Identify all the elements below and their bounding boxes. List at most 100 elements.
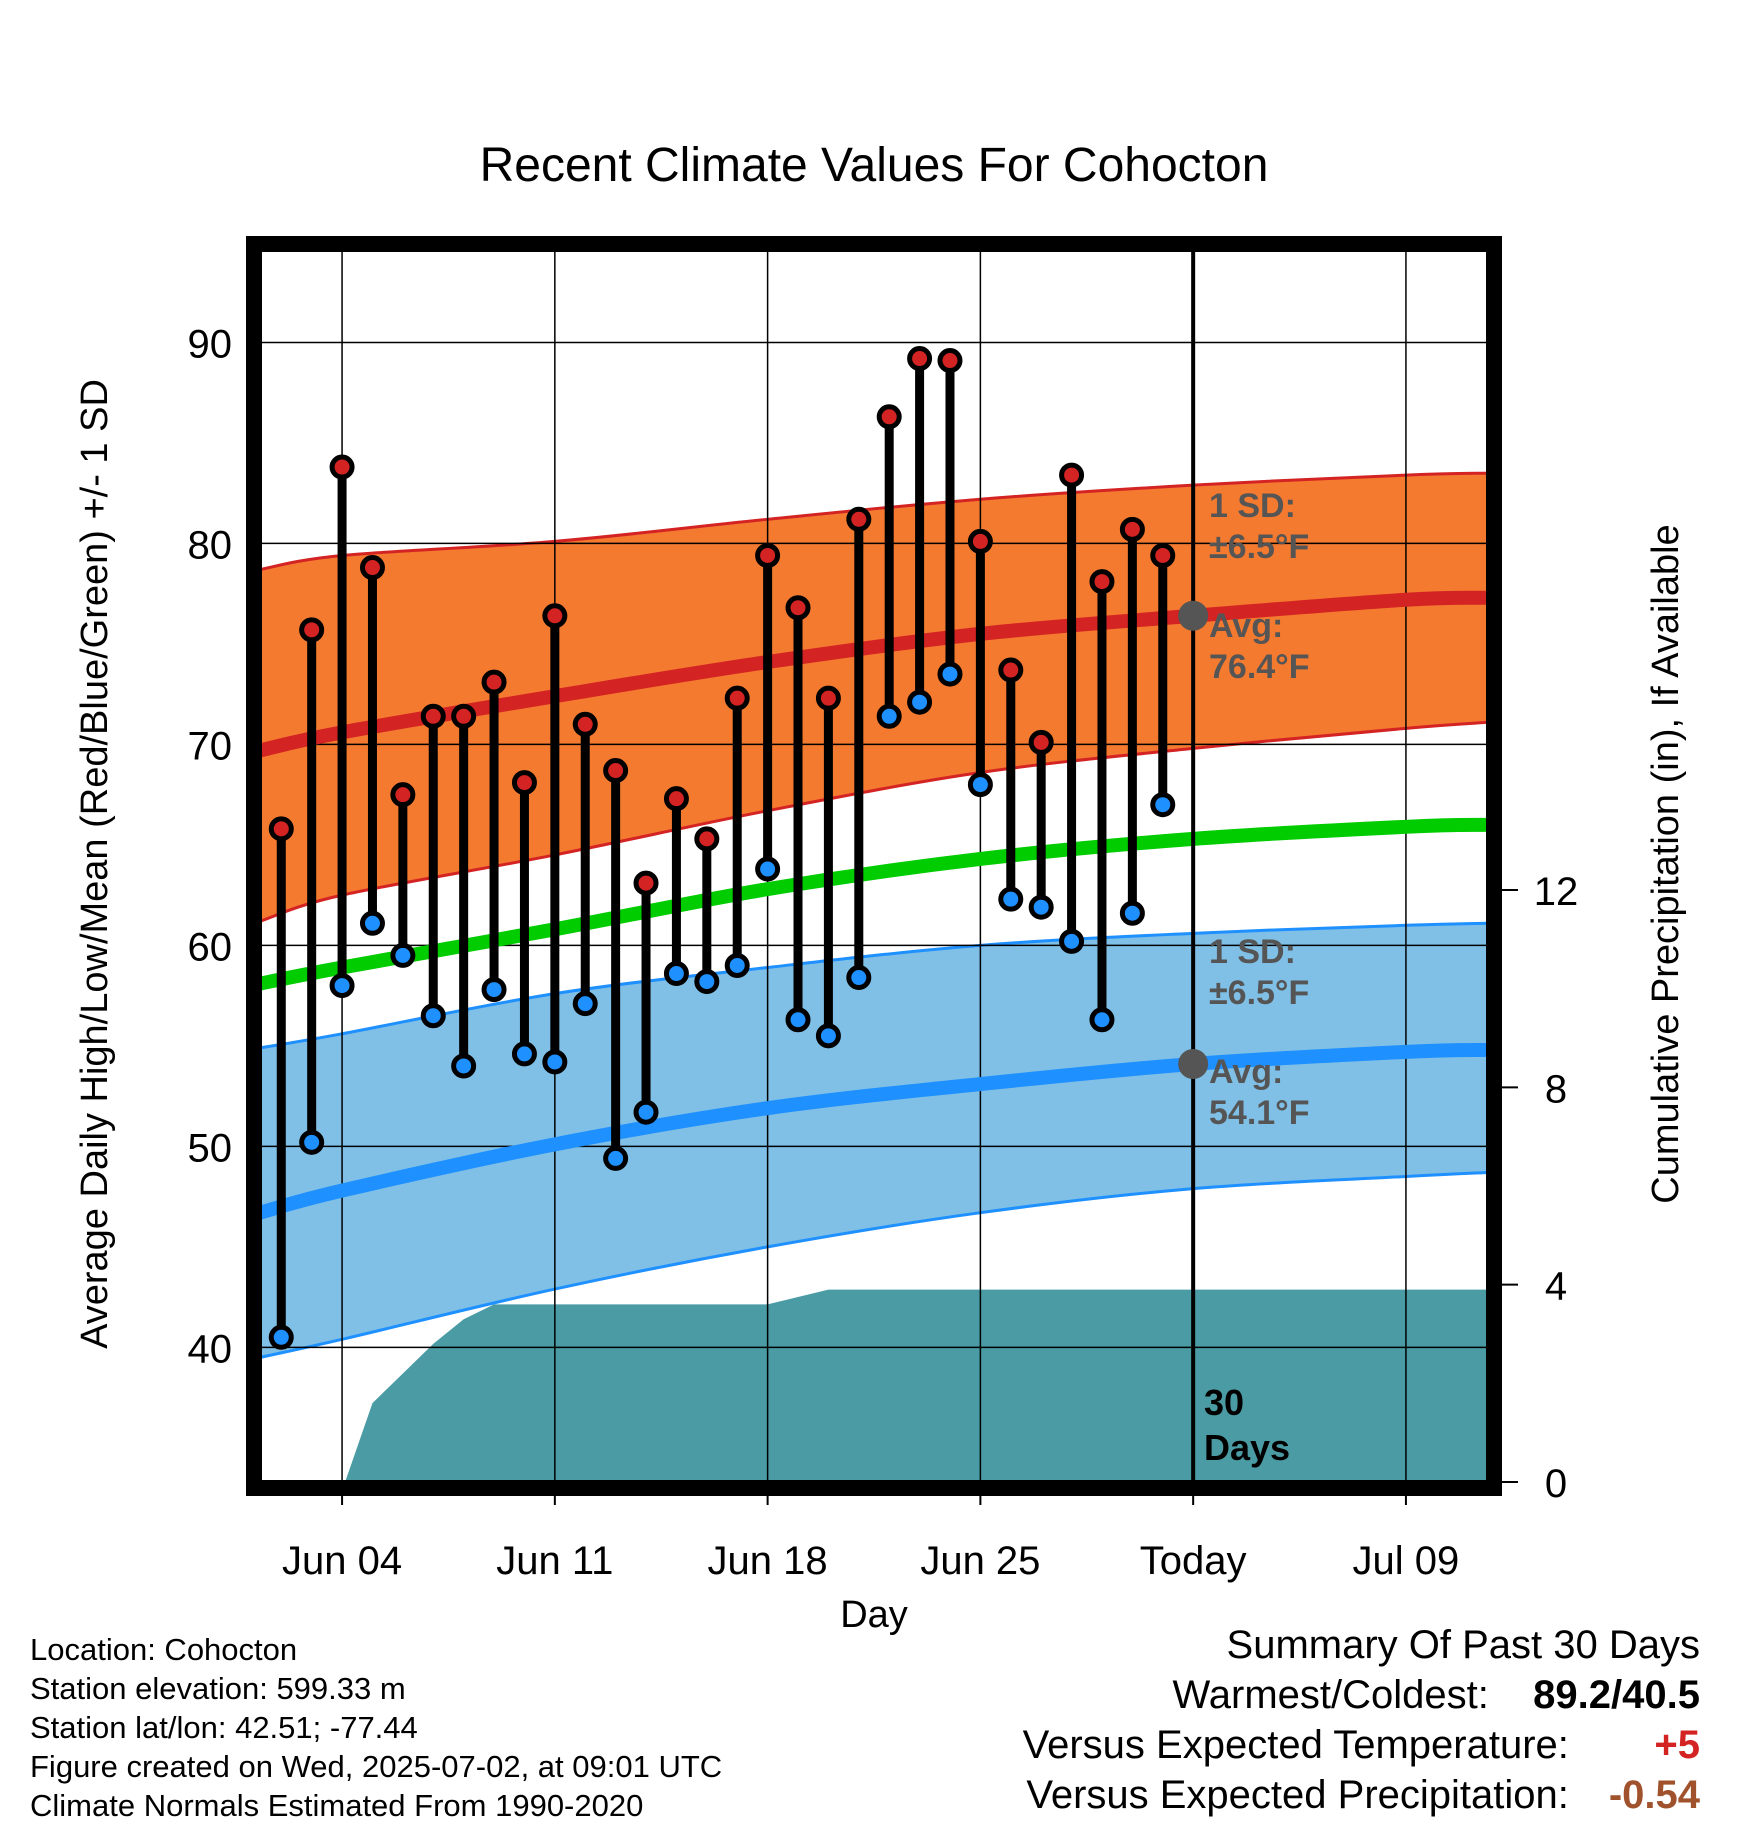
obs-high-point xyxy=(998,657,1024,683)
today-high-avg-marker xyxy=(1178,600,1209,631)
temp-label: Versus Expected Temperature: xyxy=(1022,1723,1569,1767)
obs-low-point xyxy=(937,661,963,687)
obs-low-point xyxy=(481,977,507,1003)
y2-axis-label: Cumulative Precipitation (in), If Availa… xyxy=(1645,524,1687,1203)
obs-low-point xyxy=(329,973,355,999)
obs-high-point xyxy=(937,348,963,374)
obs-high-point xyxy=(1059,462,1085,488)
x-tick-label: Today xyxy=(1140,1539,1247,1583)
obs-low-point xyxy=(542,1049,568,1075)
obs-high-point xyxy=(724,685,750,711)
obs-low-point xyxy=(785,1007,811,1033)
x-tick-label: Jun 25 xyxy=(920,1539,1040,1583)
obs-low-point xyxy=(998,886,1024,912)
x-tick-label: Jul 09 xyxy=(1353,1539,1460,1583)
created-text: Figure created on Wed, 2025-07-02, at 09… xyxy=(30,1749,723,1784)
obs-high-point xyxy=(390,782,416,808)
obs-low-point xyxy=(663,961,689,987)
latlon-text: Station lat/lon: 42.51; -77.44 xyxy=(30,1710,418,1745)
obs-high-point xyxy=(663,786,689,812)
warm-label: Warmest/Coldest: xyxy=(1172,1673,1489,1717)
y2-tick-label: 4 xyxy=(1545,1265,1567,1309)
obs-low-point xyxy=(694,969,720,995)
obs-low-point xyxy=(1119,900,1145,926)
obs-high-point xyxy=(1028,729,1054,755)
normals-text: Climate Normals Estimated From 1990-2020 xyxy=(30,1788,644,1823)
today-days-number: 30 xyxy=(1204,1382,1244,1423)
obs-high-point xyxy=(755,542,781,568)
obs-low-point xyxy=(603,1145,629,1171)
obs-high-point xyxy=(542,603,568,629)
high-sd-band xyxy=(260,471,1488,923)
obs-high-point xyxy=(1119,516,1145,542)
obs-high-point xyxy=(603,758,629,784)
obs-low-point xyxy=(907,689,933,715)
obs-high-point xyxy=(1150,542,1176,568)
y-tick-label: 80 xyxy=(188,523,233,567)
obs-high-point xyxy=(572,711,598,737)
obs-high-point xyxy=(907,346,933,372)
obs-low-point xyxy=(1028,894,1054,920)
obs-low-point xyxy=(755,856,781,882)
obs-low-point xyxy=(876,703,902,729)
today-days-label: Days xyxy=(1204,1427,1290,1468)
low-avg-line xyxy=(260,1042,1488,1220)
obs-high-point xyxy=(846,506,872,532)
obs-low-point xyxy=(633,1099,659,1125)
summary-heading: Summary Of Past 30 Days xyxy=(1226,1623,1700,1667)
low-avg-value: 54.1°F xyxy=(1209,1094,1310,1132)
location-text: Location: Cohocton xyxy=(30,1632,298,1667)
obs-high-point xyxy=(967,528,993,554)
low-avg-label: Avg: xyxy=(1209,1053,1283,1091)
plot-frame xyxy=(246,236,1502,1496)
precip-label: Versus Expected Precipitation: xyxy=(1026,1773,1569,1817)
obs-high-point xyxy=(420,703,446,729)
x-axis-label: Day xyxy=(840,1594,908,1636)
obs-high-point xyxy=(329,454,355,480)
obs-high-point xyxy=(876,404,902,430)
y-tick-label: 70 xyxy=(188,724,233,768)
y-axis-label: Average Daily High/Low/Mean (Red/Blue/Gr… xyxy=(74,379,116,1349)
obs-high-point xyxy=(359,555,385,581)
y-tick-label: 50 xyxy=(188,1126,233,1170)
y-tick-label: 90 xyxy=(188,322,233,366)
today-low-avg-marker xyxy=(1178,1048,1209,1079)
summary-warm-row: Warmest/Coldest: 89.2/40.5 xyxy=(1023,1670,1701,1720)
obs-low-point xyxy=(268,1324,294,1350)
obs-low-point xyxy=(572,991,598,1017)
obs-low-point xyxy=(846,965,872,991)
obs-low-point xyxy=(390,942,416,968)
obs-low-point xyxy=(1089,1007,1115,1033)
obs-high-point xyxy=(268,816,294,842)
summary-panel: Summary Of Past 30 Days Warmest/Coldest:… xyxy=(1023,1620,1700,1820)
obs-low-point xyxy=(299,1129,325,1155)
temp-value: +5 xyxy=(1654,1723,1700,1767)
low-sd-label: 1 SD: xyxy=(1209,933,1296,971)
obs-low-point xyxy=(1059,928,1085,954)
y2-tick-label: 12 xyxy=(1534,870,1579,914)
obs-high-point xyxy=(451,703,477,729)
obs-high-point xyxy=(481,669,507,695)
precip-value: -0.54 xyxy=(1608,1773,1700,1817)
high-sd-value: ±6.5°F xyxy=(1209,528,1309,566)
y-tick-label: 40 xyxy=(188,1327,233,1371)
obs-high-point xyxy=(511,770,537,796)
obs-high-point xyxy=(694,826,720,852)
obs-low-point xyxy=(724,952,750,978)
obs-high-point xyxy=(815,685,841,711)
summary-precip-row: Versus Expected Precipitation: -0.54 xyxy=(1023,1770,1700,1820)
obs-low-point xyxy=(359,910,385,936)
y2-tick-label: 8 xyxy=(1545,1067,1567,1111)
summary-temp-row: Versus Expected Temperature: +5 xyxy=(1023,1720,1700,1770)
x-tick-label: Jun 11 xyxy=(496,1539,613,1583)
y-tick-label: 60 xyxy=(188,925,233,969)
x-tick-label: Jun 18 xyxy=(708,1539,828,1583)
high-avg-line xyxy=(260,590,1488,758)
precip-area xyxy=(345,1289,1488,1482)
obs-high-point xyxy=(299,617,325,643)
obs-low-point xyxy=(511,1041,537,1067)
high-sd-label: 1 SD: xyxy=(1209,487,1296,525)
y2-tick-label: 0 xyxy=(1545,1462,1567,1506)
warm-value: 89.2/40.5 xyxy=(1533,1673,1700,1717)
